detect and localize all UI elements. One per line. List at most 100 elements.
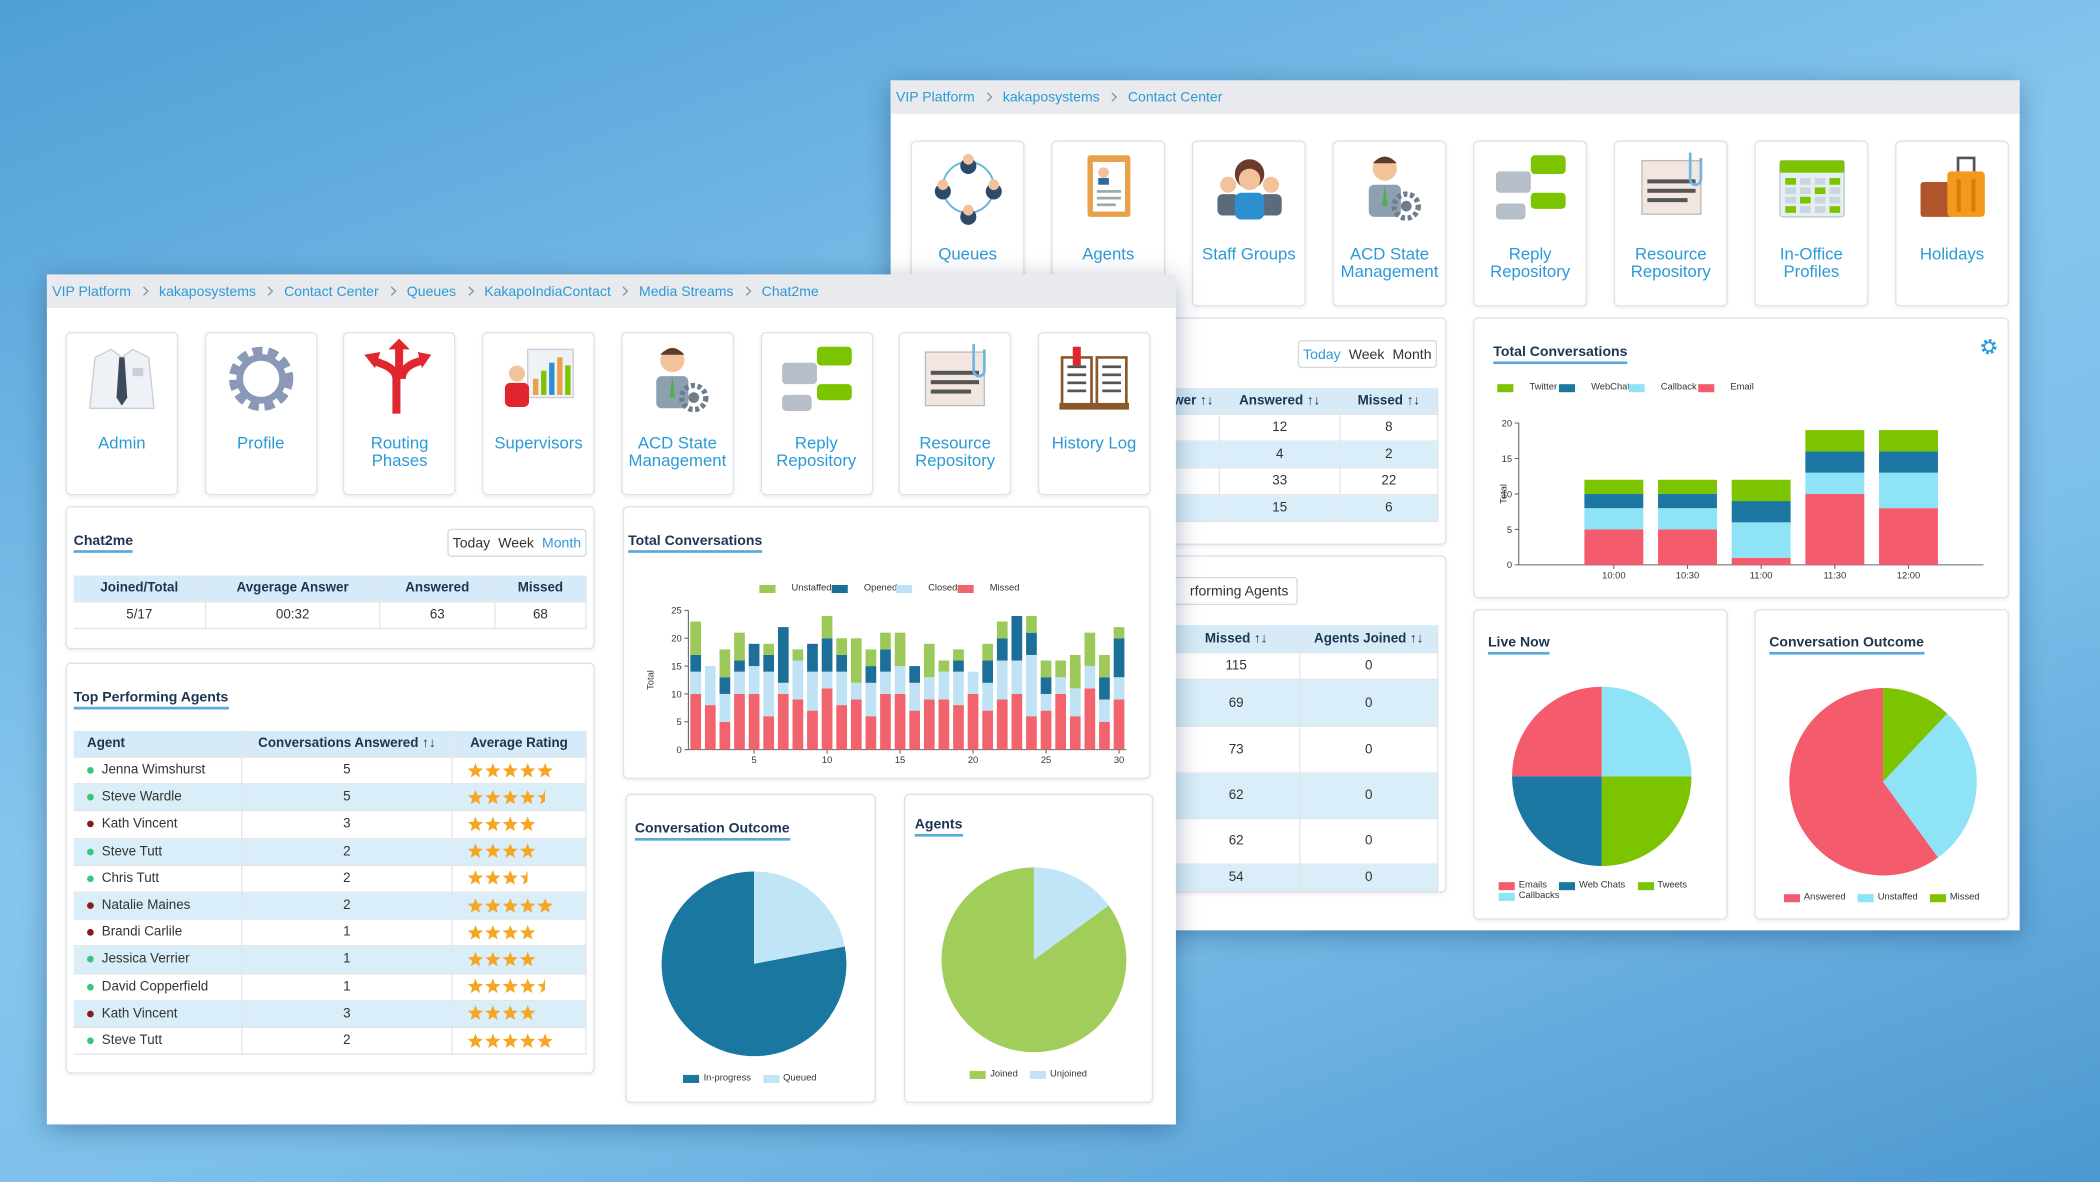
bar-segment bbox=[865, 682, 877, 717]
period-button[interactable]: Month bbox=[1392, 346, 1432, 363]
icon-part bbox=[1262, 176, 1279, 193]
period-button[interactable]: Week bbox=[498, 534, 534, 551]
nav-tile[interactable]: ACD State Management bbox=[621, 331, 734, 496]
icon-part bbox=[565, 365, 571, 395]
period-button[interactable]: Today bbox=[452, 534, 491, 551]
nav-tile[interactable]: Staff Groups bbox=[1191, 140, 1306, 307]
table-cell: 54 bbox=[1173, 864, 1301, 892]
nav-tile[interactable]: Resource Repository bbox=[1613, 140, 1728, 307]
table-cell: 3 bbox=[242, 811, 453, 839]
legend-swatch bbox=[970, 1070, 987, 1079]
star bbox=[485, 843, 501, 859]
table-header: Average Rating bbox=[452, 730, 587, 758]
star bbox=[537, 762, 553, 777]
star bbox=[520, 843, 536, 859]
period-button[interactable]: Today bbox=[1303, 346, 1341, 363]
chat2me-panel: Chat2me Today Week Month Joined/Total 5/17 Avg… bbox=[65, 505, 595, 650]
tile-label: History Log bbox=[1051, 433, 1137, 453]
bar-segment bbox=[967, 671, 979, 694]
legend-swatch bbox=[831, 584, 848, 593]
breadcrumb-link[interactable]: kakaposystems bbox=[1002, 89, 1100, 106]
table-cell bbox=[452, 811, 587, 839]
bar-segment bbox=[1584, 508, 1644, 530]
legend-label: Missed bbox=[989, 583, 1020, 594]
x-tick-label: 10 bbox=[822, 755, 832, 765]
icon-part bbox=[1814, 206, 1825, 213]
breadcrumb-link[interactable]: Media Streams bbox=[638, 283, 734, 300]
breadcrumb-link[interactable]: VIP Platform bbox=[895, 89, 975, 106]
nav-tile[interactable]: History Log bbox=[1037, 331, 1151, 496]
settings-icon[interactable] bbox=[1979, 337, 1998, 356]
star bbox=[485, 762, 501, 777]
bar-segment bbox=[821, 671, 833, 689]
icon-part bbox=[1784, 206, 1796, 213]
x-tick-label: 25 bbox=[1041, 755, 1051, 765]
nav-tile[interactable]: Supervisors bbox=[482, 331, 595, 496]
nav-tile[interactable]: Reply Repository bbox=[1473, 140, 1588, 307]
icon-part bbox=[541, 370, 547, 395]
icon-part bbox=[1381, 184, 1387, 207]
breadcrumb-link[interactable]: Queues bbox=[406, 283, 457, 300]
breadcrumb-link[interactable]: Chat2me bbox=[761, 283, 819, 300]
breadcrumb-link[interactable]: VIP Platform bbox=[52, 283, 131, 300]
status-dot bbox=[87, 767, 94, 774]
icon-part bbox=[228, 346, 293, 411]
nav-tile[interactable]: ACD State Management bbox=[1332, 140, 1447, 307]
icon-part bbox=[816, 346, 852, 366]
legend-item: Answered bbox=[1783, 893, 1846, 902]
nav-tile[interactable]: Resource Repository bbox=[898, 331, 1012, 496]
tile-icon bbox=[1640, 152, 1702, 215]
legend-item: In-progress bbox=[683, 1074, 751, 1083]
star bbox=[485, 1005, 501, 1021]
x-tick-label: 15 bbox=[895, 755, 905, 765]
icon-part bbox=[1828, 187, 1840, 195]
tile-label: Reply Repository bbox=[776, 433, 857, 470]
x-tick-label: 11:30 bbox=[1823, 570, 1846, 580]
legend-item: Tweets bbox=[1637, 881, 1687, 890]
bar-segment bbox=[1026, 654, 1037, 717]
star bbox=[502, 897, 518, 913]
table-cell: 2 bbox=[242, 1028, 453, 1056]
status-dot bbox=[87, 821, 94, 828]
star bbox=[502, 1032, 518, 1048]
breadcrumb-link[interactable]: Contact Center bbox=[284, 283, 379, 300]
rating-stars bbox=[467, 951, 536, 967]
nav-tile[interactable]: In-Office Profiles bbox=[1754, 140, 1869, 307]
chart-plot: 0 5 10 15 20 25 Total 5 10 15 20 25 30 bbox=[646, 606, 1127, 765]
icon-part bbox=[931, 380, 980, 385]
nav-tile[interactable]: Admin bbox=[65, 331, 179, 496]
nav-tile[interactable]: Holidays bbox=[1895, 140, 2009, 307]
period-button[interactable]: Week bbox=[1348, 346, 1385, 363]
pie-slice bbox=[1512, 686, 1602, 777]
bar-segment bbox=[938, 660, 950, 672]
tile-label: Admin bbox=[98, 433, 146, 453]
nav-tile[interactable]: Profile bbox=[204, 331, 317, 496]
bar-segment bbox=[1658, 493, 1717, 509]
breadcrumb-link[interactable]: kakaposystems bbox=[159, 283, 256, 300]
bar-segment bbox=[1113, 677, 1125, 700]
y-tick-label: 5 bbox=[676, 717, 681, 727]
table-cell bbox=[452, 1028, 587, 1056]
tile-icon bbox=[88, 348, 155, 409]
icon-part bbox=[1096, 196, 1121, 200]
legend-label: Callback bbox=[1660, 382, 1697, 393]
conversation-outcome-panel: Conversation Outcome In-progress Queued bbox=[625, 793, 876, 1104]
legend: In-progress Queued bbox=[629, 1074, 870, 1083]
breadcrumb-link[interactable]: KakapoIndiaContact bbox=[484, 283, 611, 300]
nav-tile[interactable]: Reply Repository bbox=[760, 331, 873, 496]
period-button[interactable]: Month bbox=[541, 534, 582, 551]
bar-segment bbox=[1055, 677, 1067, 694]
legend-label: In-progress bbox=[703, 1073, 751, 1083]
rating-stars bbox=[467, 870, 536, 886]
icon-part bbox=[1814, 187, 1825, 195]
y-axis-label: Total bbox=[1499, 484, 1509, 504]
table-cell: 0 bbox=[1300, 680, 1439, 727]
star bbox=[520, 897, 536, 913]
nav-tile[interactable]: Routing Phases bbox=[343, 331, 456, 496]
icon-part bbox=[1828, 196, 1840, 204]
icon-part bbox=[931, 389, 972, 394]
breadcrumb-link[interactable]: Contact Center bbox=[1127, 89, 1223, 106]
legend-swatch bbox=[1558, 881, 1576, 890]
table-cell: Jessica Verrier bbox=[73, 946, 243, 974]
star bbox=[485, 1032, 501, 1048]
